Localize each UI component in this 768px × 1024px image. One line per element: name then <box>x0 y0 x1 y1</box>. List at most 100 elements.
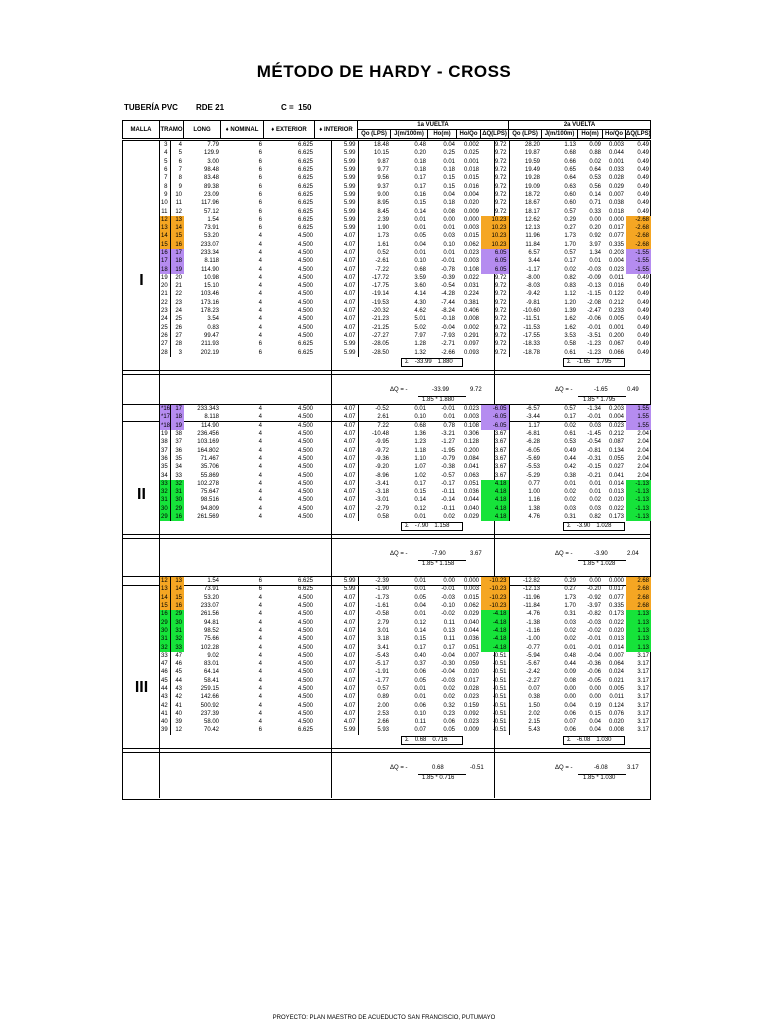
cell-r2: 0.173 <box>608 611 624 618</box>
cell-nom: 6 <box>258 191 262 198</box>
cell-h2: 0.04 <box>589 719 601 726</box>
cell-ext: 4.500 <box>297 274 313 281</box>
cell-r2: 0.124 <box>608 702 624 709</box>
c-label: C = 150 <box>281 103 312 112</box>
cell-h2: 0.64 <box>589 167 601 174</box>
cell-q1: -21.25 <box>357 323 391 332</box>
cell-h2: 0.01 <box>589 480 601 487</box>
cell-q1: -9.72 <box>357 446 391 455</box>
cell-q2: 12.62 <box>508 215 542 224</box>
column-divider <box>331 404 332 585</box>
table-row: 22 23 173.16 4 4.500 4.07 -19.53 4.30 -7.44 0.381… <box>160 298 651 307</box>
cell-h2: 0.03 <box>589 505 601 512</box>
dq-numerator: -1.65 <box>594 386 608 393</box>
table-row: 30 29 94.809 4 4.500 4.07 -2.79 0.12 -0.11 0.040 4… <box>160 504 651 513</box>
cell-q2: 1.50 <box>508 701 542 710</box>
cell-r1: 0.004 <box>463 191 479 198</box>
cell-j1: 0.14 <box>414 497 426 504</box>
cell-j2: 0.07 <box>564 719 576 726</box>
cell-r1: 0.002 <box>463 324 479 331</box>
table-row: 24 25 3.54 4 4.500 4.07 -21.23 5.01 -0.18 0.008 9.… <box>160 315 651 324</box>
cell-r1: 0.009 <box>463 208 479 215</box>
cell-d2: 0.49 <box>637 308 649 315</box>
cell-d1: 9.72 <box>494 349 507 356</box>
cell-q2: 11.84 <box>508 240 542 249</box>
cell-nom: 4 <box>258 455 262 462</box>
cell-int: 4.07 <box>343 677 356 684</box>
cell-r1: 0.028 <box>463 686 479 692</box>
cell-d2: -2.68 <box>626 223 651 233</box>
cell-int: 4.07 <box>343 480 356 487</box>
cell-int: 5.99 <box>343 200 356 207</box>
cell-int: 5.99 <box>343 167 356 174</box>
cell-long: 58.41 <box>203 677 219 684</box>
cell-d1: 9.72 <box>494 274 507 281</box>
cell-r2: 0.016 <box>608 283 624 290</box>
cell-r1: 0.003 <box>463 586 479 593</box>
cell-nom: 6 <box>258 158 262 165</box>
cell-b: 41 <box>169 701 184 710</box>
cell-d1: 4.18 <box>481 504 509 513</box>
cell-d2: 0.49 <box>637 158 649 165</box>
cell-long: 103.46 <box>200 291 219 298</box>
cell-h2: -0.06 <box>587 669 601 676</box>
cell-r1: 0.040 <box>463 619 479 626</box>
cell-b: 36 <box>169 446 184 455</box>
cell-a: 12 <box>160 577 170 586</box>
cell-h1: -0.38 <box>441 464 455 471</box>
cell-j2: 0.44 <box>564 455 576 462</box>
cell-d1: -6.05 <box>481 405 509 414</box>
cell-d1: -0.51 <box>492 694 507 701</box>
col-long: LONG <box>183 120 221 139</box>
cell-d1: -10.23 <box>481 577 509 586</box>
sum-box: Σ -33.99 1.880 <box>401 357 463 367</box>
cell-nom: 4 <box>258 497 262 504</box>
cell-b: 25 <box>169 315 184 324</box>
column-divider <box>331 140 332 420</box>
cell-long: 102.28 <box>200 644 219 651</box>
cell-j1: 0.01 <box>414 686 426 692</box>
cell-q1: -19.14 <box>357 290 391 299</box>
cell-j2: 0.42 <box>564 464 576 471</box>
cell-q1: -1.77 <box>357 676 391 685</box>
cell-nom: 4 <box>258 414 262 421</box>
cell-nom: 4 <box>258 464 262 471</box>
cell-long: 98.48 <box>203 167 219 174</box>
cell-q1: -1.90 <box>357 585 391 594</box>
cell-q2: -6.57 <box>508 405 542 414</box>
cell-q2: 0.38 <box>508 693 542 702</box>
cell-int: 4.07 <box>343 661 356 668</box>
cell-h1: 0.01 <box>443 414 455 421</box>
cell-nom: 4 <box>258 710 262 717</box>
cell-q1: -10.48 <box>357 429 391 439</box>
table-row: 11 12 57.12 6 6.625 5.99 8.45 0.14 0.08 0.009 9.72… <box>160 207 651 216</box>
cell-q1: 9.56 <box>357 174 391 183</box>
cell-h1: 0.02 <box>443 694 455 701</box>
cell-a: 21 <box>161 291 168 298</box>
cell-b: 9 <box>169 182 184 191</box>
cell-h1: 0.02 <box>443 514 455 520</box>
cell-h2: -0.03 <box>587 619 601 626</box>
cell-q2: 19.49 <box>508 165 542 175</box>
cell-q2: -4.76 <box>508 610 542 619</box>
cell-d1: 9.72 <box>494 150 507 157</box>
cell-r1: 0.108 <box>463 422 479 429</box>
cell-long: 211.93 <box>201 341 219 348</box>
cell-q1: 3.18 <box>357 635 391 644</box>
cell-q2: 18.67 <box>508 199 542 208</box>
cell-long: 9.02 <box>207 652 219 659</box>
cell-r1: 0.023 <box>463 719 479 726</box>
table-row: 44 43 259.15 4 4.500 4.07 0.57 0.01 0.02 0.028 -0.… <box>160 684 651 694</box>
cell-j2: 0.27 <box>564 225 576 232</box>
cell-a: 46 <box>161 669 168 676</box>
cell-j1: 0.07 <box>414 727 426 734</box>
table-row: *16 17 233.343 4 4.500 4.07 -0.52 0.01 -0.01 0.02… <box>160 405 651 414</box>
cell-q1: -9.20 <box>357 463 391 472</box>
cell-h1: 0.05 <box>443 727 455 734</box>
cell-d2: 0.49 <box>637 349 649 356</box>
cell-a: 6 <box>164 167 168 174</box>
cell-q1: 5.93 <box>357 726 391 735</box>
table-row: 15 16 233.07 4 4.500 4.07 1.61 0.04 0.10 0.062 10.… <box>160 240 651 249</box>
cell-d2: 0.49 <box>637 167 649 174</box>
cell-long: 98.52 <box>203 627 219 634</box>
